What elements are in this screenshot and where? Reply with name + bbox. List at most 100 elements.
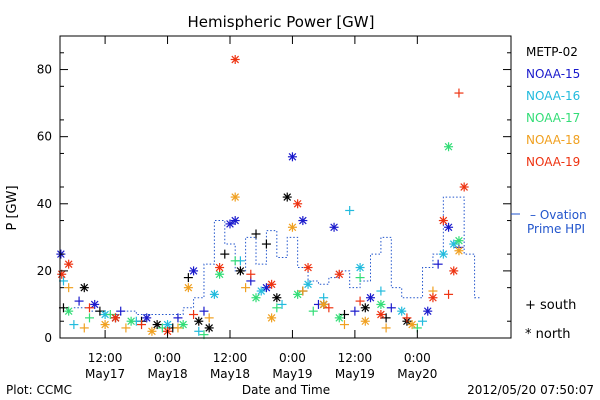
data-point-noaa-19 [355, 296, 365, 306]
x-tick-label-time: 12:00 [338, 351, 373, 365]
x-tick-label-date: May20 [397, 367, 437, 381]
x-tick-label-time: 0:00 [404, 351, 431, 365]
data-point-noaa-15 [386, 303, 396, 313]
x-axis-label: Date and Time [242, 383, 330, 397]
data-point-noaa-19 [454, 88, 464, 98]
legend-entry-metp-02: METP-02 [526, 45, 578, 59]
data-point-noaa-17 [355, 273, 365, 283]
data-point-noaa-18 [287, 222, 297, 232]
data-point-noaa-16 [194, 326, 204, 336]
data-point-noaa-16 [345, 205, 355, 215]
legend-entry-noaa-15: NOAA-15 [526, 67, 580, 81]
data-point-noaa-17 [230, 256, 240, 266]
data-point-noaa-19 [230, 54, 240, 64]
y-axis-label: P [GW] [5, 185, 20, 230]
legend-entry-noaa-17: NOAA-17 [526, 111, 580, 125]
ovation-label-line1: – Ovation [530, 208, 587, 222]
data-point-noaa-19 [137, 320, 147, 330]
data-point-noaa-19 [376, 310, 386, 320]
data-point-noaa-17 [444, 142, 454, 152]
data-point-noaa-15 [444, 222, 454, 232]
x-tick-label-date: May18 [148, 367, 188, 381]
data-point-noaa-19 [402, 313, 412, 323]
data-point-noaa-15 [142, 313, 152, 323]
data-point-noaa-15 [90, 299, 100, 309]
x-tick-label-date: May19 [272, 367, 312, 381]
data-point-noaa-19 [334, 269, 344, 279]
data-point-noaa-17 [308, 306, 318, 316]
data-point-metp-02 [272, 293, 282, 303]
data-point-noaa-18 [204, 313, 214, 323]
x-ticks: 12:00 May17 0:00 May18 12:00 May18 0:00 May19 12… [85, 36, 437, 381]
data-point-noaa-17 [178, 320, 188, 330]
data-point-noaa-18 [241, 283, 251, 293]
marker-legend-south: + south [525, 298, 576, 313]
y-tick-label: 0 [44, 331, 52, 345]
data-point-noaa-17 [454, 236, 464, 246]
data-point-noaa-18 [100, 320, 110, 330]
data-point-noaa-18 [183, 283, 193, 293]
data-point-noaa-19 [84, 303, 94, 313]
data-point-noaa-17 [84, 313, 94, 323]
x-tick-label-time: 12:00 [88, 351, 123, 365]
data-point-noaa-17 [334, 313, 344, 323]
data-point-noaa-16 [256, 286, 266, 296]
data-point-noaa-18 [79, 323, 89, 333]
data-point-noaa-17 [293, 289, 303, 299]
data-point-noaa-16 [449, 239, 459, 249]
marker-legend-north: * north [525, 327, 571, 342]
data-point-noaa-17 [105, 310, 115, 320]
data-point-noaa-15 [173, 313, 183, 323]
data-point-noaa-17 [376, 299, 386, 309]
y-tick-label: 40 [37, 197, 52, 211]
data-point-noaa-18 [319, 299, 329, 309]
data-point-noaa-16 [397, 306, 407, 316]
data-point-noaa-19 [111, 313, 121, 323]
data-point-noaa-15 [365, 293, 375, 303]
legend-entry-noaa-18: NOAA-18 [526, 133, 580, 147]
data-point-noaa-16 [277, 299, 287, 309]
data-point-noaa-15 [116, 306, 126, 316]
data-point-noaa-19 [324, 303, 334, 313]
data-point-metp-02 [220, 249, 230, 259]
data-point-noaa-16 [418, 316, 428, 326]
x-tick-label-time: 12:00 [213, 351, 248, 365]
data-point-noaa-15 [298, 216, 308, 226]
data-point-noaa-15 [350, 306, 360, 316]
data-point-metp-02 [152, 320, 162, 330]
data-point-metp-02 [360, 303, 370, 313]
data-point-noaa-18 [454, 246, 464, 256]
data-point-noaa-19 [189, 310, 199, 320]
data-point-metp-02 [95, 306, 105, 316]
data-point-noaa-17 [272, 303, 282, 313]
data-point-noaa-15 [423, 306, 433, 316]
y-tick-label: 20 [37, 264, 52, 278]
x-tick-label-date: May17 [85, 367, 125, 381]
footer-plot-credit: Plot: CCMC [6, 383, 72, 397]
data-point-metp-02 [79, 283, 89, 293]
data-point-noaa-15 [329, 222, 339, 232]
data-point-noaa-19 [64, 259, 74, 269]
y-tick-label: 60 [37, 130, 52, 144]
data-point-noaa-15 [74, 296, 84, 306]
data-point-noaa-19 [449, 266, 459, 276]
data-point-metp-02 [204, 323, 214, 333]
data-point-noaa-18 [147, 326, 157, 336]
data-point-noaa-19 [57, 269, 67, 279]
ovation-prime-hpi-line [73, 196, 481, 316]
plot-frame [59, 35, 512, 339]
data-point-metp-02 [194, 316, 204, 326]
data-point-metp-02 [251, 229, 261, 239]
data-point-noaa-18 [298, 286, 308, 296]
data-point-noaa-15 [287, 152, 297, 162]
data-point-noaa-15 [225, 219, 235, 229]
data-point-noaa-19 [444, 289, 454, 299]
data-point-noaa-18 [267, 313, 277, 323]
legend-entry-noaa-19: NOAA-19 [526, 155, 580, 169]
data-point-noaa-17 [157, 323, 167, 333]
series-legend: METP-02 NOAA-15 NOAA-16 NOAA-17 NOAA-18 NOAA-… [526, 45, 580, 169]
data-point-noaa-18 [360, 316, 370, 326]
data-point-noaa-19 [215, 263, 225, 273]
x-tick-label-date: May19 [335, 367, 375, 381]
data-point-metp-02 [235, 266, 245, 276]
